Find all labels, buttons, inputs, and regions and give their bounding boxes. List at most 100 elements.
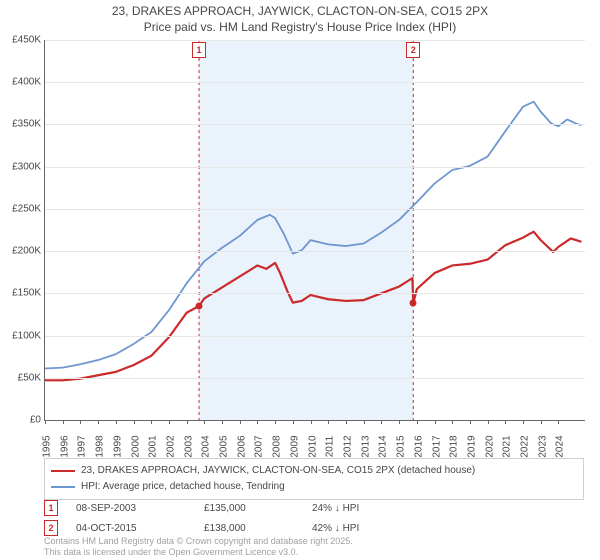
license-line: This data is licensed under the Open Gov… xyxy=(44,547,353,558)
legend: 23, DRAKES APPROACH, JAYWICK, CLACTON-ON… xyxy=(44,458,584,500)
x-axis-label: 1995 xyxy=(36,441,54,452)
x-axis-label: 2023 xyxy=(532,441,550,452)
series-line xyxy=(45,232,581,381)
gridline xyxy=(45,251,585,252)
gridline xyxy=(45,336,585,337)
x-axis-label: 2022 xyxy=(514,441,532,452)
x-tick xyxy=(417,420,418,424)
x-tick xyxy=(381,420,382,424)
x-tick xyxy=(169,420,170,424)
x-tick xyxy=(558,420,559,424)
x-axis-label: 2016 xyxy=(408,441,426,452)
x-tick xyxy=(116,420,117,424)
x-tick xyxy=(204,420,205,424)
sale-vs-hpi: 42% ↓ HPI xyxy=(312,523,422,534)
sales-table: 1 08-SEP-2003 £135,000 24% ↓ HPI 2 04-OC… xyxy=(44,498,584,538)
y-axis-label: £350K xyxy=(1,119,41,130)
x-tick xyxy=(45,420,46,424)
y-axis-label: £100K xyxy=(1,330,41,341)
x-tick xyxy=(293,420,294,424)
x-tick xyxy=(399,420,400,424)
legend-label: 23, DRAKES APPROACH, JAYWICK, CLACTON-ON… xyxy=(81,463,475,479)
x-tick xyxy=(523,420,524,424)
x-axis-label: 2013 xyxy=(355,441,373,452)
chart-container: 23, DRAKES APPROACH, JAYWICK, CLACTON-ON… xyxy=(0,0,600,560)
x-axis-label: 2021 xyxy=(496,441,514,452)
sale-badge: 1 xyxy=(44,500,58,516)
y-axis-label: £450K xyxy=(1,35,41,46)
sale-price: £138,000 xyxy=(204,523,294,534)
x-axis-label: 1999 xyxy=(107,441,125,452)
x-tick xyxy=(328,420,329,424)
x-axis-label: 2007 xyxy=(248,441,266,452)
sale-vs-hpi: 24% ↓ HPI xyxy=(312,503,422,514)
x-tick xyxy=(151,420,152,424)
sale-row: 1 08-SEP-2003 £135,000 24% ↓ HPI xyxy=(44,498,584,518)
x-axis-label: 2019 xyxy=(461,441,479,452)
legend-item: 23, DRAKES APPROACH, JAYWICK, CLACTON-ON… xyxy=(51,463,577,479)
x-tick xyxy=(346,420,347,424)
x-tick xyxy=(134,420,135,424)
gridline xyxy=(45,40,585,41)
gridline xyxy=(45,124,585,125)
legend-swatch xyxy=(51,486,75,488)
x-axis-label: 2003 xyxy=(178,441,196,452)
x-axis-label: 2002 xyxy=(160,441,178,452)
series-line xyxy=(45,102,581,369)
y-axis-label: £50K xyxy=(1,372,41,383)
y-axis-label: £150K xyxy=(1,288,41,299)
x-tick xyxy=(98,420,99,424)
x-tick xyxy=(541,420,542,424)
x-axis-label: 1996 xyxy=(54,441,72,452)
x-tick xyxy=(364,420,365,424)
x-axis-label: 2024 xyxy=(549,441,567,452)
sale-row: 2 04-OCT-2015 £138,000 42% ↓ HPI xyxy=(44,518,584,538)
sale-date: 08-SEP-2003 xyxy=(76,503,186,514)
x-axis-label: 2005 xyxy=(213,441,231,452)
y-axis-label: £0 xyxy=(1,415,41,426)
x-tick xyxy=(505,420,506,424)
x-tick xyxy=(187,420,188,424)
sale-marker-badge: 2 xyxy=(406,42,420,58)
gridline xyxy=(45,167,585,168)
x-tick xyxy=(275,420,276,424)
sale-price: £135,000 xyxy=(204,503,294,514)
x-tick xyxy=(470,420,471,424)
gridline xyxy=(45,82,585,83)
gridline xyxy=(45,293,585,294)
y-axis-label: £400K xyxy=(1,77,41,88)
x-axis-label: 2004 xyxy=(195,441,213,452)
x-axis-label: 2017 xyxy=(426,441,444,452)
sale-date: 04-OCT-2015 xyxy=(76,523,186,534)
y-axis-label: £300K xyxy=(1,161,41,172)
x-tick xyxy=(488,420,489,424)
title-subtitle: Price paid vs. HM Land Registry's House … xyxy=(0,20,600,36)
legend-swatch xyxy=(51,470,75,472)
x-tick xyxy=(80,420,81,424)
x-axis-label: 1997 xyxy=(71,441,89,452)
sale-marker-badge: 1 xyxy=(192,42,206,58)
x-axis-label: 2018 xyxy=(443,441,461,452)
title-address: 23, DRAKES APPROACH, JAYWICK, CLACTON-ON… xyxy=(0,4,600,20)
x-tick xyxy=(63,420,64,424)
sale-dot xyxy=(410,300,417,307)
x-tick xyxy=(311,420,312,424)
gridline xyxy=(45,209,585,210)
x-axis-label: 2001 xyxy=(142,441,160,452)
titles: 23, DRAKES APPROACH, JAYWICK, CLACTON-ON… xyxy=(0,0,600,35)
license-line: Contains HM Land Registry data © Crown c… xyxy=(44,536,353,547)
gridline xyxy=(45,378,585,379)
x-axis-label: 2015 xyxy=(390,441,408,452)
sale-dot xyxy=(196,303,203,310)
legend-label: HPI: Average price, detached house, Tend… xyxy=(81,479,285,495)
x-axis-label: 2000 xyxy=(125,441,143,452)
sale-badge: 2 xyxy=(44,520,58,536)
x-axis-label: 2010 xyxy=(302,441,320,452)
x-tick xyxy=(240,420,241,424)
x-axis-label: 2020 xyxy=(479,441,497,452)
x-axis-label: 2006 xyxy=(231,441,249,452)
license-text: Contains HM Land Registry data © Crown c… xyxy=(44,536,353,558)
legend-item: HPI: Average price, detached house, Tend… xyxy=(51,479,577,495)
plot-area: £0£50K£100K£150K£200K£250K£300K£350K£400… xyxy=(44,40,585,421)
y-axis-label: £250K xyxy=(1,203,41,214)
